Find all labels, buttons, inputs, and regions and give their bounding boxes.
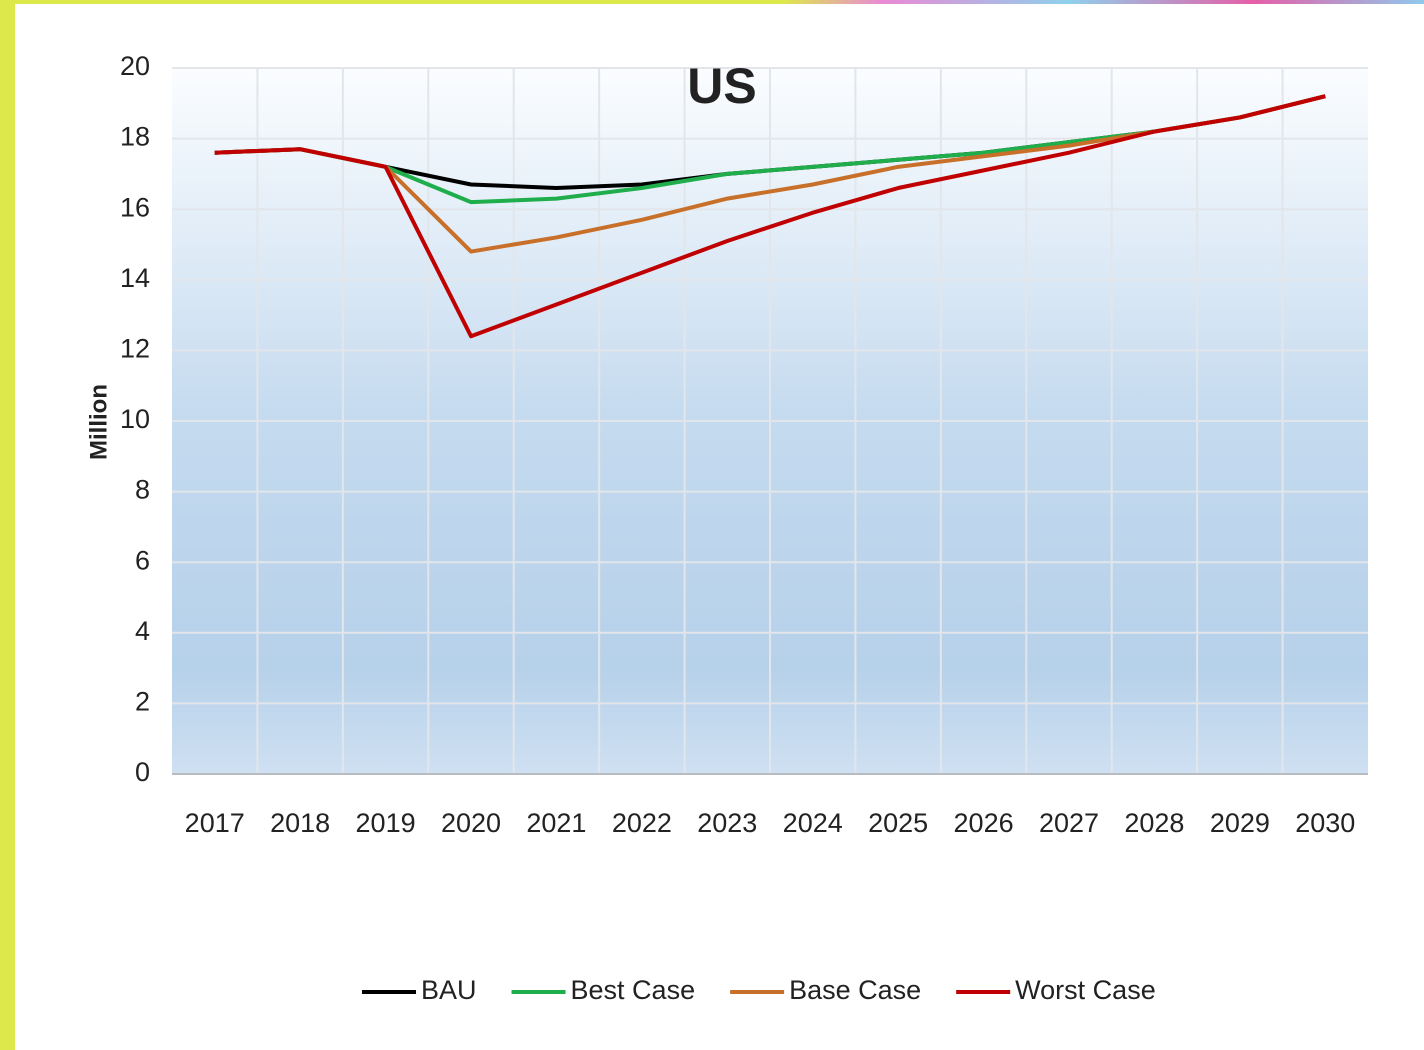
side-strip xyxy=(0,0,15,1050)
y-tick-label: 14 xyxy=(120,263,150,293)
y-tick-label: 6 xyxy=(135,545,150,575)
y-tick-label: 12 xyxy=(120,334,150,364)
x-tick-label: 2021 xyxy=(526,808,586,838)
x-tick-label: 2029 xyxy=(1210,808,1270,838)
x-tick-label: 2025 xyxy=(868,808,928,838)
series-line xyxy=(214,94,1326,339)
x-tick-label: 2017 xyxy=(185,808,245,838)
y-tick-label: 10 xyxy=(120,404,150,434)
chart-title: US xyxy=(687,58,756,114)
x-tick-label: 2027 xyxy=(1039,808,1099,838)
y-axis-label: Million xyxy=(85,384,112,460)
legend-label: BAU xyxy=(421,975,477,1005)
y-tick-label: 16 xyxy=(120,192,150,222)
x-tick-label: 2026 xyxy=(954,808,1014,838)
y-tick-label: 8 xyxy=(135,475,150,505)
x-tick-label: 2020 xyxy=(441,808,501,838)
x-tick-label: 2022 xyxy=(612,808,672,838)
x-tick-label: 2019 xyxy=(356,808,416,838)
x-tick-label: 2028 xyxy=(1124,808,1184,838)
legend-label: Best Case xyxy=(571,975,696,1005)
y-tick-label: 18 xyxy=(120,122,150,152)
x-tick-label: 2023 xyxy=(697,808,757,838)
y-tick-label: 0 xyxy=(135,757,150,787)
legend-label: Worst Case xyxy=(1015,975,1156,1005)
y-tick-label: 2 xyxy=(135,687,150,717)
top-strip xyxy=(0,0,1424,4)
x-tick-label: 2018 xyxy=(270,808,330,838)
x-tick-label: 2030 xyxy=(1295,808,1355,838)
y-tick-label: 20 xyxy=(120,51,150,81)
y-tick-label: 4 xyxy=(135,616,150,646)
x-tick-label: 2024 xyxy=(783,808,843,838)
legend-label: Base Case xyxy=(789,975,921,1005)
